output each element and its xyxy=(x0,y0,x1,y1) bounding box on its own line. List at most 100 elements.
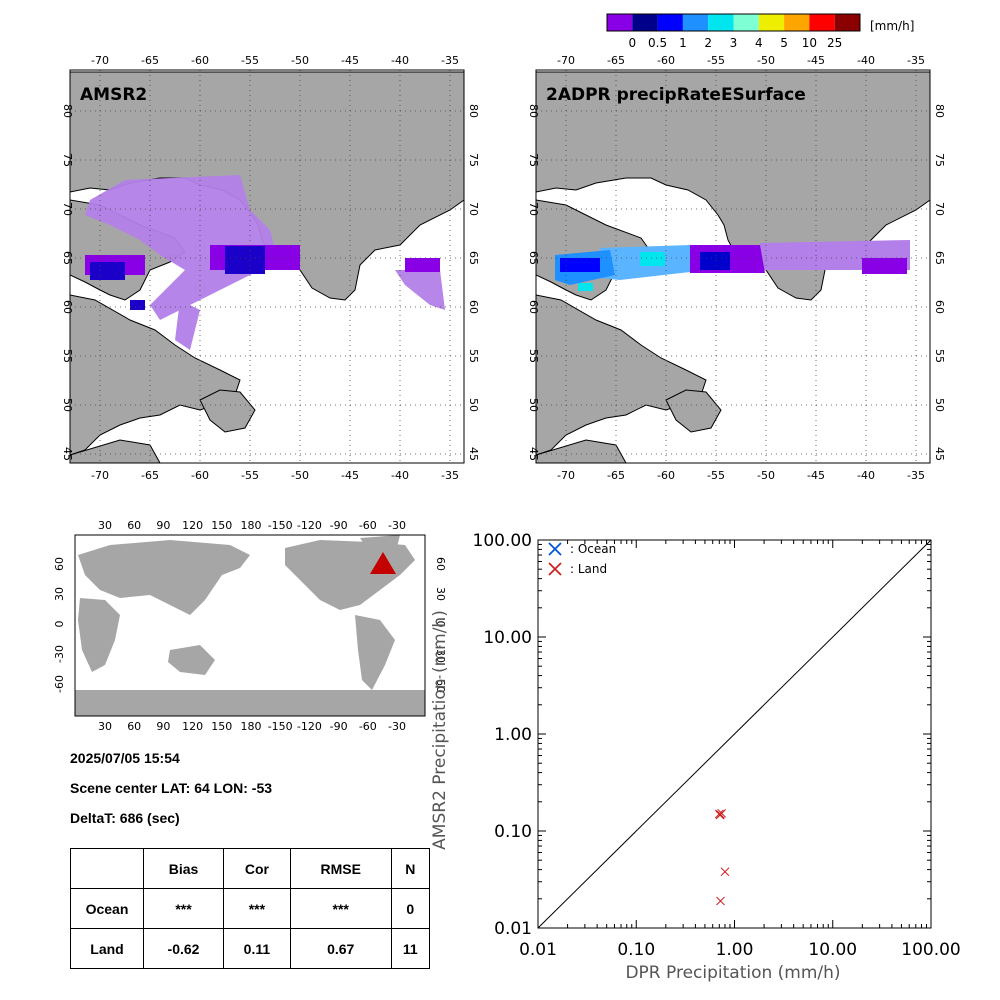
map-lon-label: -65 xyxy=(141,469,159,482)
x-tick-label: 100.00 xyxy=(901,940,960,960)
colorbar-swatch xyxy=(809,14,835,31)
colorbar-label: 5 xyxy=(780,36,788,50)
map-lat-label: 60 xyxy=(527,300,540,314)
map-lon-label: -55 xyxy=(241,469,259,482)
map-lon-label: -50 xyxy=(291,54,309,67)
map-lat-label: 55 xyxy=(527,349,540,363)
scatter-point xyxy=(715,810,725,820)
map-lon-label: -50 xyxy=(291,469,309,482)
map-lat-label: 60 xyxy=(61,300,74,314)
colorbar-swatch xyxy=(834,14,860,31)
world-lat-label: 60 xyxy=(434,557,447,571)
newfoundland-land-right xyxy=(665,389,722,433)
delta-t: DeltaT: 686 (sec) xyxy=(70,810,180,826)
dpr-map: 2ADPR precipRateESurface -70 -70 -65 -65 -60… xyxy=(527,54,946,482)
map-lon-label: -35 xyxy=(907,54,925,67)
map-lat-label: 45 xyxy=(61,447,74,461)
y-tick-label: 10.00 xyxy=(483,628,532,648)
colorbar-swatch xyxy=(607,14,633,31)
world-lat-label: -30 xyxy=(434,645,447,663)
world-lon-label: 120 xyxy=(182,720,203,733)
world-lon-label: -30 xyxy=(388,720,406,733)
x-tick-label: 0.10 xyxy=(617,940,655,960)
x-tick-label: 10.00 xyxy=(808,940,857,960)
world-lon-label: 90 xyxy=(156,519,170,532)
africa-land xyxy=(78,598,120,672)
world-lat-label: 30 xyxy=(434,587,447,601)
y-tick-label: 100.00 xyxy=(473,531,532,551)
world-lat-label: 0 xyxy=(434,621,447,628)
map-lon-label: -70 xyxy=(91,54,109,67)
one-to-one-line xyxy=(537,539,932,929)
map-lon-label: -65 xyxy=(141,54,159,67)
map-lat-label: 80 xyxy=(933,104,946,118)
scene-datetime: 2025/07/05 15:54 xyxy=(70,750,180,766)
map-lon-label: -60 xyxy=(191,54,209,67)
map-lat-label: 45 xyxy=(933,447,946,461)
map-lat-label: 50 xyxy=(61,398,74,412)
world-lon-label: -60 xyxy=(359,519,377,532)
map-lon-label: -50 xyxy=(757,469,775,482)
map-lat-label: 65 xyxy=(61,251,74,265)
map-lat-label: 70 xyxy=(933,202,946,216)
map-lon-label: -35 xyxy=(441,469,459,482)
legend-label: : Ocean xyxy=(570,542,616,556)
colorbar-swatch xyxy=(758,14,785,31)
y-tick-label: 0.01 xyxy=(494,919,532,939)
map-lat-label: 55 xyxy=(467,349,480,363)
world-lon-label: 150 xyxy=(211,720,232,733)
map-lon-label: -60 xyxy=(657,54,675,67)
map-lat-label: 75 xyxy=(933,153,946,167)
map-lat-label: 75 xyxy=(527,153,540,167)
map-lon-label: -35 xyxy=(907,469,925,482)
stats-cell: 11 xyxy=(390,928,431,969)
stats-cell: Land xyxy=(70,928,144,969)
map-lat-label: 50 xyxy=(467,398,480,412)
map-lat-label: 80 xyxy=(527,104,540,118)
colorbar-swatch xyxy=(784,14,810,31)
world-lon-label: 30 xyxy=(98,720,112,733)
map-lon-label: -70 xyxy=(91,469,109,482)
amsr2-map: AMSR2 -70 -70 -65 -65 -60 -60 -55 -55 -50 -50 -45 -… xyxy=(61,54,480,482)
colorbar-swatch xyxy=(657,14,683,31)
stats-row-ocean: Ocean *** *** *** 0 xyxy=(70,888,431,929)
colorbar-label: 2 xyxy=(704,36,712,50)
dpr-map-title: 2ADPR precipRateESurface xyxy=(546,85,806,105)
map-lon-label: -45 xyxy=(341,54,359,67)
map-lon-label: -70 xyxy=(557,469,575,482)
colorbar-swatch xyxy=(708,14,734,31)
scene-location-marker xyxy=(370,552,396,574)
map-lat-label: 75 xyxy=(61,153,74,167)
world-map: 30 30 60 60 90 90 120 120 150 150 180 180 -150 -150 -1… xyxy=(53,519,447,733)
map-lon-label: -45 xyxy=(807,469,825,482)
world-lat-label: -60 xyxy=(53,675,66,693)
world-lat-label: -60 xyxy=(434,675,447,693)
map-lon-label: -55 xyxy=(707,54,725,67)
map-lat-label: 70 xyxy=(467,202,480,216)
x-tick-label: 1.00 xyxy=(716,940,754,960)
south-america-land xyxy=(355,615,395,690)
world-lon-label: -30 xyxy=(388,519,406,532)
scatter-point xyxy=(720,867,730,877)
colorbar-label: 0 xyxy=(628,36,636,50)
y-tick-label: 0.10 xyxy=(494,822,532,842)
scatter-point xyxy=(716,896,725,906)
newfoundland-land xyxy=(199,389,256,433)
australia-land xyxy=(168,645,215,675)
map-lon-label: -60 xyxy=(657,469,675,482)
colorbar-swatch xyxy=(733,14,759,31)
stats-header-rmse: RMSE xyxy=(289,848,392,889)
world-lon-label: -150 xyxy=(268,519,293,532)
stats-cell: *** xyxy=(142,888,225,929)
map-lon-label: -50 xyxy=(757,54,775,67)
map-lat-label: 65 xyxy=(467,251,480,265)
map-lat-label: 80 xyxy=(61,104,74,118)
colorbar: 0 0.5 1 2 3 4 5 10 25 [mm/h] xyxy=(606,13,914,50)
stats-cell: *** xyxy=(289,888,392,929)
scene-center: Scene center LAT: 64 LON: -53 xyxy=(70,780,273,796)
map-lat-label: 80 xyxy=(467,104,480,118)
world-lat-label: 0 xyxy=(53,621,66,628)
colorbar-swatch xyxy=(682,14,709,31)
y-tick-label: 1.00 xyxy=(494,725,532,745)
map-lon-label: -40 xyxy=(857,54,875,67)
